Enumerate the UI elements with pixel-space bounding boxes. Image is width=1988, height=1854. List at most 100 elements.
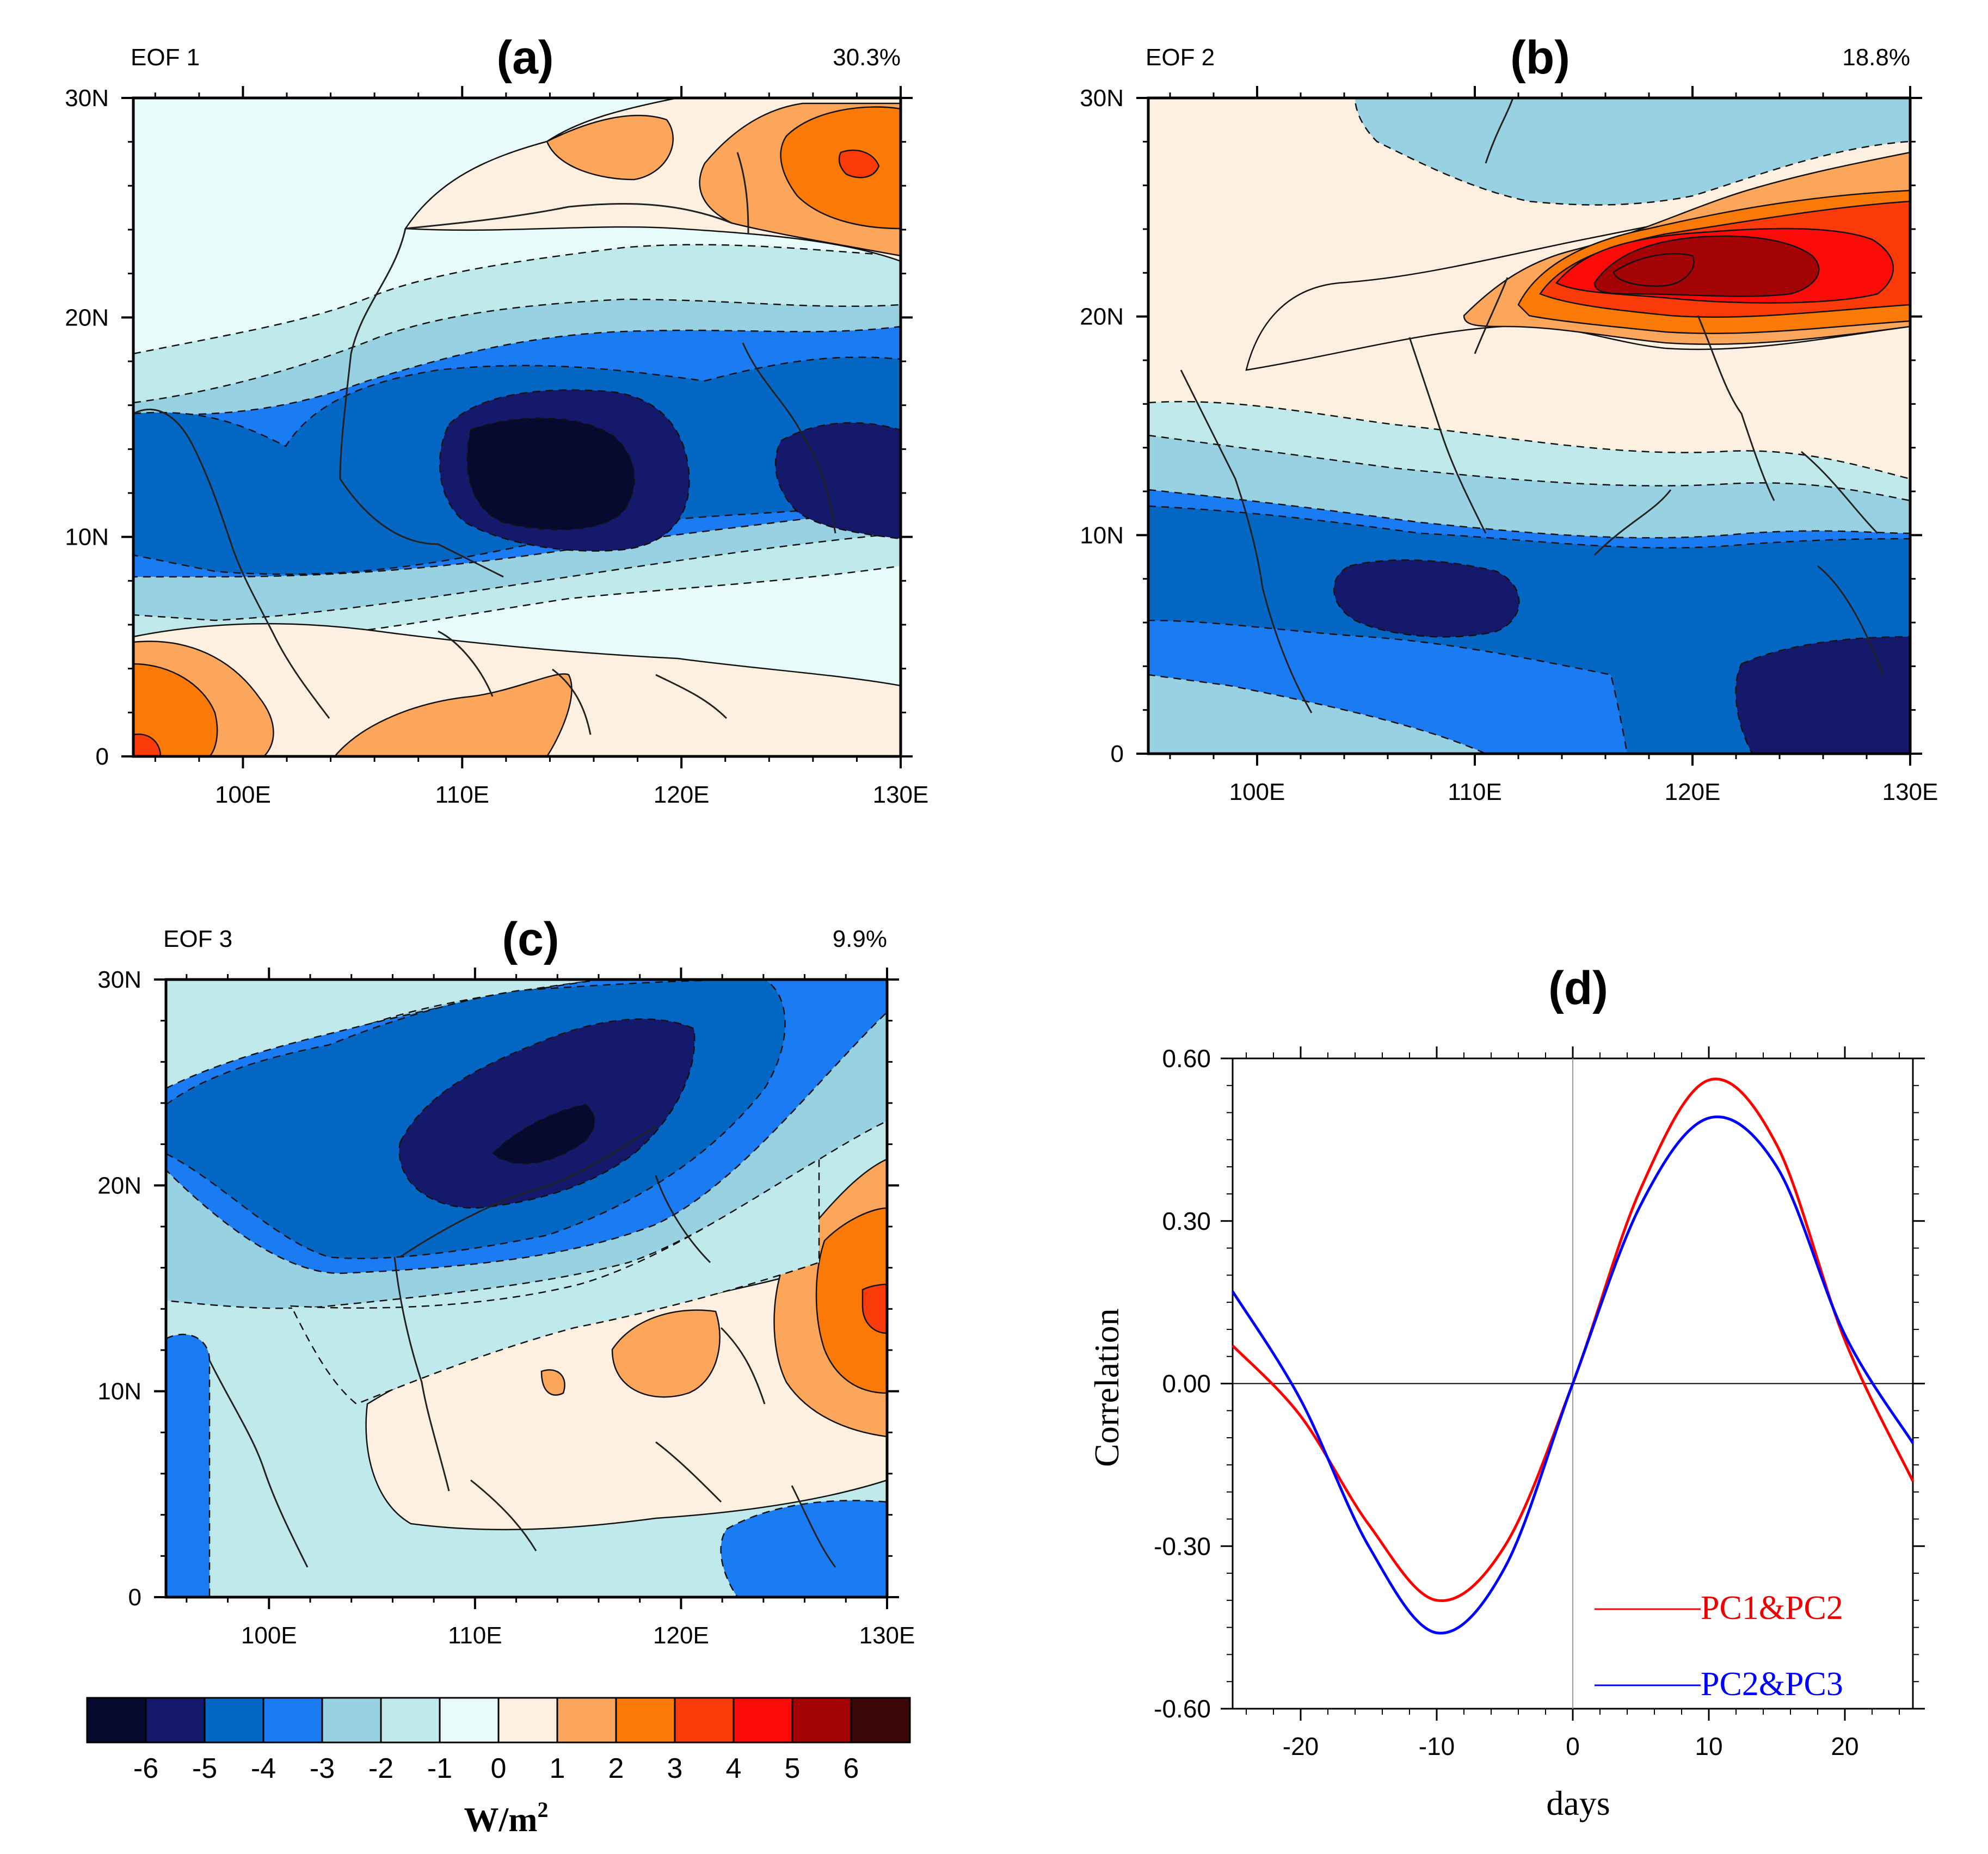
colorbar-tick-label: 6 [844,1753,859,1784]
colorbar-swatch [204,1697,264,1744]
panel-a-title: (a) [496,32,553,84]
y-tick-label: 0.60 [1162,1044,1211,1073]
x-tick-label: 100E [241,1622,297,1649]
field-region [611,1309,721,1398]
colorbar: -6 -5 -4 -3 -2 -1 0 1 2 3 4 5 6 [86,1697,911,1784]
field-region [165,1333,211,1598]
panel-b-right-label: 18.8% [1842,44,1910,71]
x-tick-label: 120E [653,1622,709,1649]
colorbar-tick-label: -2 [368,1753,393,1784]
coastline-segment [655,1441,722,1503]
panel-c-field [165,978,888,1598]
x-tick-label: 110E [448,1622,502,1649]
colorbar-swatch [380,1697,441,1744]
colorbar-tick-label: 0 [491,1753,507,1784]
colorbar-swatch [733,1697,793,1744]
coastline-segment [1474,277,1509,354]
coastline-segment [208,1360,309,1568]
x-tick-label: 120E [654,781,710,808]
y-tick-label: 0.30 [1162,1207,1211,1235]
panel-c-coastline [208,1125,836,1568]
y-tick-label: 30N [65,85,109,112]
panel-d-title: (d) [1548,962,1608,1014]
x-tick-label: 110E [1448,779,1502,805]
coastline-segment [1485,97,1514,164]
y-tick-label: 20N [97,1172,141,1199]
field-region [546,114,674,181]
colorbar-swatch [262,1697,323,1744]
field-region [774,422,902,540]
field-region [466,417,635,531]
panel-b-coastline [1180,97,1884,713]
y-tick-label: 30N [1080,85,1124,112]
colorbar-swatch [321,1697,382,1744]
colorbar-swatch [439,1697,500,1744]
x-tick-label: 130E [859,1622,915,1649]
legend-label: PC1&PC2 [1701,1590,1843,1627]
field-region [132,663,218,757]
coastline-segment [339,228,504,578]
panel-b-ticks: 100E 110E 120E 130E 0 10N 20N 30N [1080,85,1938,805]
panel-a-coastline [133,152,836,735]
field-region [720,1500,888,1598]
colorbar-tick-label: -5 [192,1753,217,1784]
field-region [398,1018,696,1209]
y-tick-label: 0 [128,1584,141,1611]
panel-d-ylabel: Correlation [1087,1308,1126,1467]
panel-c-eof3: 100E 110E 120E 130E 0 10N 20N 30N [97,966,915,1649]
coastline-segment [1593,489,1672,556]
x-tick-label: 0 [1566,1732,1580,1760]
series-line-pc2pc3 [1231,1115,1915,1635]
field-region [1612,253,1695,287]
colorbar-swatch [556,1697,617,1744]
panel-d-correlation: -20 -10 0 10 20 0.60 0.30 0.00 -0.30 -0.60 PC1&PC2… [1154,1044,1925,1760]
colorbar-unit-exponent: 2 [538,1797,549,1822]
panel-a-field [132,97,902,757]
y-tick-label: -0.60 [1154,1695,1211,1723]
panel-a-right-label: 30.3% [833,44,901,71]
coastline-segment [438,630,494,697]
panel-a-frame [132,96,902,758]
panel-d-xlabel: days [1546,1784,1610,1822]
y-tick-label: 0 [1111,741,1124,767]
coastline-segment [1817,565,1884,675]
panel-a-ticks: 100E 110E 120E 130E 0 10N 20N 30N [65,85,928,808]
colorbar-tick-label: -4 [251,1753,276,1784]
panel-b-eof2: 100E 110E 120E 130E 0 10N 20N 30N [1080,85,1938,805]
y-tick-label: 0.00 [1162,1370,1211,1398]
panel-b-title: (b) [1510,32,1570,84]
coastline-segment [655,1175,711,1264]
colorbar-unit-base: W/m [464,1800,537,1839]
panel-c-frame [164,978,889,1599]
coastline-segment [133,409,330,719]
coastline-segment [736,152,749,235]
coastline-segment [393,1256,450,1492]
panel-c-right-label: 9.9% [833,926,887,952]
panel-b-field [1147,97,1911,755]
colorbar-swatch [615,1697,676,1744]
legend-label: PC2&PC3 [1701,1666,1843,1703]
x-tick-label: 110E [435,781,490,808]
x-tick-label: -20 [1283,1732,1319,1760]
colorbar-swatch [791,1697,852,1744]
panel-c-title: (c) [502,913,559,965]
x-tick-label: 130E [873,781,929,808]
coastline-segment [1180,369,1313,713]
coastline-segment [470,1479,537,1551]
panel-b-left-label: EOF 2 [1146,44,1215,71]
panel-b-frame [1147,96,1912,755]
colorbar-swatch [497,1697,558,1744]
coastline-segment [791,1485,836,1568]
y-tick-label: 20N [1080,304,1124,330]
colorbar-swatch [86,1697,147,1744]
colorbar-tick-label: -1 [427,1753,452,1784]
field-region [838,150,880,178]
colorbar-swatch [145,1697,206,1744]
colorbar-tick-label: 5 [785,1753,801,1784]
coastline-segment [1408,337,1487,534]
y-tick-label: 20N [65,304,109,331]
panel-a-eof1: 100E 110E 120E 130E 0 10N 20N 30N [65,85,928,808]
x-tick-label: 130E [1882,779,1938,805]
coastline-segment [399,1125,656,1258]
